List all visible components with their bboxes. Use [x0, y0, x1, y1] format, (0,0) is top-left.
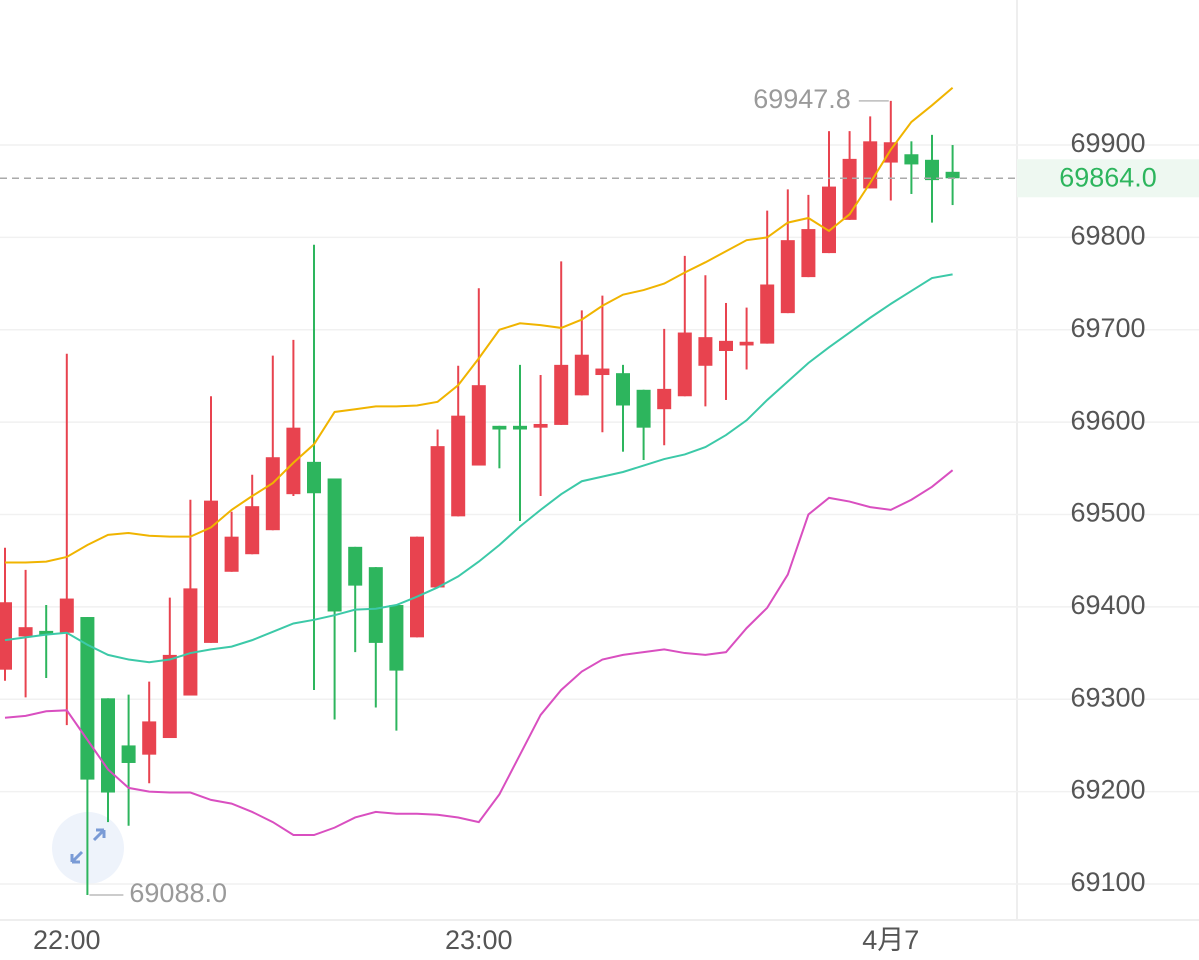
candle-body: [451, 415, 466, 517]
candle-body: [101, 698, 115, 793]
candle-body: [348, 546, 363, 586]
candle-body: [554, 364, 569, 425]
candle-body: [245, 506, 260, 555]
y-tick-label: 69300: [1070, 682, 1145, 712]
y-tick-label: 69700: [1070, 313, 1145, 343]
indicator-line: [4, 469, 954, 837]
indicator-line: [5, 86, 954, 564]
candle-body: [121, 745, 136, 763]
max-label: 69947.8: [753, 84, 851, 114]
y-tick-label: 69900: [1070, 128, 1145, 158]
candle-body: [842, 158, 857, 220]
candle-body: [307, 461, 321, 494]
candle-body: [204, 500, 218, 643]
candle-body: [533, 423, 548, 428]
candle-body: [780, 240, 795, 314]
candle-body: [286, 427, 301, 495]
candle-body: [657, 388, 672, 410]
candle-body: [595, 368, 610, 376]
min-label: 69088.0: [129, 878, 227, 908]
candle-body: [677, 332, 692, 397]
y-tick-label: 69800: [1070, 221, 1145, 251]
candle-body: [389, 605, 404, 671]
candle-body: [80, 617, 95, 780]
candle-body: [719, 340, 733, 352]
candle-body: [142, 721, 157, 755]
candle-body: [822, 186, 836, 254]
candle-body: [883, 142, 898, 163]
expand-arrows[interactable]: [70, 828, 106, 864]
indicator-line: [4, 273, 953, 664]
candle-body: [492, 425, 507, 430]
candle-body: [760, 284, 775, 344]
candle-body: [513, 425, 527, 430]
y-tick-label: 69100: [1070, 867, 1145, 897]
y-tick-label: 69200: [1070, 775, 1145, 805]
candle-body: [636, 389, 651, 428]
candle-body: [39, 630, 54, 635]
candle-body: [0, 602, 12, 670]
y-tick-label: 69500: [1070, 498, 1145, 528]
x-tick-label: 23:00: [445, 925, 513, 955]
candle-body: [574, 354, 589, 396]
candle-body: [59, 598, 74, 633]
candle-body: [739, 341, 754, 346]
x-tick-label: 4月7: [862, 925, 919, 955]
candle-body: [698, 337, 713, 366]
candle-body: [945, 171, 960, 179]
candle-body: [925, 159, 939, 181]
candle-body: [801, 229, 816, 278]
candle-body: [368, 567, 383, 643]
candle-body: [410, 536, 424, 638]
x-tick-label: 22:00: [33, 925, 101, 955]
candle-body: [265, 457, 280, 531]
candle-body: [616, 373, 630, 406]
candle-body: [904, 154, 919, 165]
candle-body: [183, 588, 198, 696]
y-tick-label: 69400: [1070, 590, 1145, 620]
candle-body: [430, 446, 445, 588]
last-price-label: 69864.0: [1059, 162, 1157, 192]
candle-body: [327, 478, 342, 612]
candle-body: [224, 536, 239, 572]
candle-body: [18, 627, 33, 637]
candle-body: [471, 385, 486, 466]
y-tick-label: 69600: [1070, 405, 1145, 435]
candle-body: [162, 654, 177, 739]
last-price-box: [1017, 159, 1199, 198]
